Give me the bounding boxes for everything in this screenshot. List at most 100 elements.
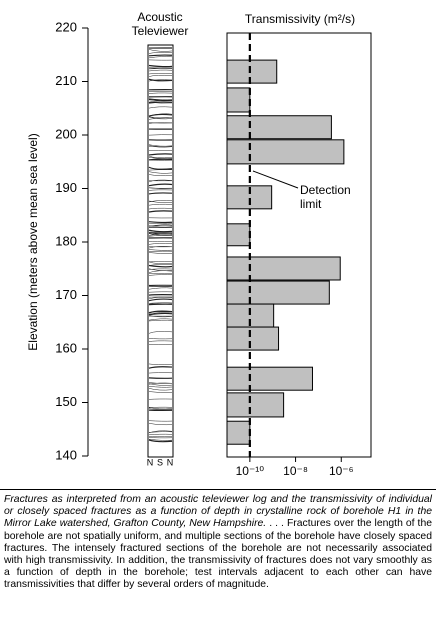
fracture-trace (148, 73, 173, 75)
fracture-trace (148, 189, 173, 191)
annotation: Detection (300, 183, 351, 197)
fracture-trace (148, 383, 173, 386)
fracture-trace (148, 122, 173, 124)
fracture-trace (148, 246, 173, 249)
fracture-trace (148, 145, 173, 148)
orientation-label: N (147, 457, 154, 467)
fracture-trace (148, 79, 173, 82)
fracture-trace (148, 270, 173, 273)
fracture-trace (148, 99, 173, 103)
fracture-trace (148, 312, 173, 316)
fracture-trace (148, 64, 173, 68)
y-tick-label: 220 (55, 19, 77, 34)
bar (226, 280, 330, 305)
fracture-trace (148, 69, 173, 72)
fracture-trace (148, 153, 173, 156)
fracture-trace (148, 423, 173, 426)
televiewer-label: Televiewer (132, 24, 189, 38)
fracture-trace (148, 183, 173, 187)
bar (226, 87, 251, 113)
fracture-trace (148, 235, 173, 237)
chart: Transmissivity (m²/s) Elevation (meters … (26, 10, 372, 478)
fracture-trace (148, 113, 173, 116)
y-tick-label: 180 (55, 233, 77, 248)
fracture-trace (148, 92, 173, 94)
fracture-trace (148, 144, 173, 147)
fracture-trace (148, 318, 173, 321)
fracture-trace (148, 98, 173, 101)
fracture-trace (148, 106, 173, 109)
fracture-trace (148, 302, 173, 305)
fracture-trace (148, 406, 173, 409)
y-axis-label: Elevation (meters above mean sea level) (26, 133, 40, 350)
bar (226, 326, 280, 351)
fracture-trace (148, 52, 173, 54)
y-tick-label: 170 (55, 287, 77, 302)
fracture-trace (148, 113, 173, 117)
fracture-trace (148, 157, 173, 159)
bar (226, 392, 285, 418)
fracture-trace (148, 310, 173, 314)
fracture-trace (148, 158, 173, 161)
fracture-trace (148, 388, 173, 391)
fracture-trace (148, 171, 173, 174)
fracture-trace (148, 174, 173, 177)
fracture-trace (148, 116, 173, 120)
fracture-trace (148, 284, 173, 287)
annotation: limit (300, 197, 322, 211)
y-tick-label: 140 (55, 447, 77, 462)
fracture-trace (148, 166, 173, 170)
caption-italic: Fractures as interpreted from an acousti… (4, 494, 432, 530)
bar (226, 59, 278, 84)
fracture-trace (148, 229, 173, 233)
bar (226, 185, 273, 210)
bar (226, 139, 345, 165)
fracture-trace (148, 207, 173, 210)
fracture-trace (148, 249, 173, 251)
bar (226, 366, 313, 391)
caption-text: . . . Fractures over the length of the b… (4, 518, 432, 591)
fracture-trace (148, 192, 173, 195)
orientation-label: N (167, 457, 174, 467)
fracture-trace (148, 224, 173, 227)
fracture-trace (148, 101, 173, 104)
annotation-arrow (252, 170, 299, 189)
fracture-trace (148, 264, 173, 268)
bar (226, 223, 251, 247)
fracture-trace (148, 261, 173, 264)
fracture-trace (148, 391, 173, 393)
fracture-trace (148, 340, 173, 342)
y-tick-label: 210 (55, 73, 77, 88)
x-tick-label: 10⁻⁸ (283, 464, 308, 478)
caption-rule (0, 489, 436, 490)
fracture-trace (148, 68, 173, 70)
x-tick-label: 10⁻⁶ (329, 464, 354, 478)
fracture-trace (148, 315, 173, 318)
televiewer-fractures (148, 47, 173, 443)
orientation-label: S (157, 457, 163, 467)
fracture-trace (148, 408, 173, 410)
y-tick-label: 160 (55, 340, 77, 355)
fracture-trace (148, 102, 173, 104)
fracture-trace (148, 210, 173, 213)
fracture-trace (148, 252, 173, 254)
fracture-trace (148, 200, 173, 203)
bar (226, 420, 251, 445)
chart-title: Transmissivity (m²/s) (245, 12, 355, 26)
fracture-trace (148, 287, 173, 290)
fracture-trace (148, 233, 173, 236)
fracture-trace (148, 49, 173, 52)
fracture-trace (148, 155, 173, 159)
y-tick-label: 150 (55, 394, 77, 409)
fracture-trace (148, 363, 173, 365)
fracture-trace (148, 386, 173, 388)
caption: Fractures as interpreted from an acousti… (4, 494, 432, 592)
fracture-trace (148, 56, 173, 59)
fracture-trace (148, 203, 173, 206)
y-tick-label: 200 (55, 126, 77, 141)
fracture-trace (148, 78, 173, 82)
fracture-trace (148, 116, 173, 119)
fracture-trace (148, 439, 173, 443)
fracture-trace (148, 319, 173, 322)
